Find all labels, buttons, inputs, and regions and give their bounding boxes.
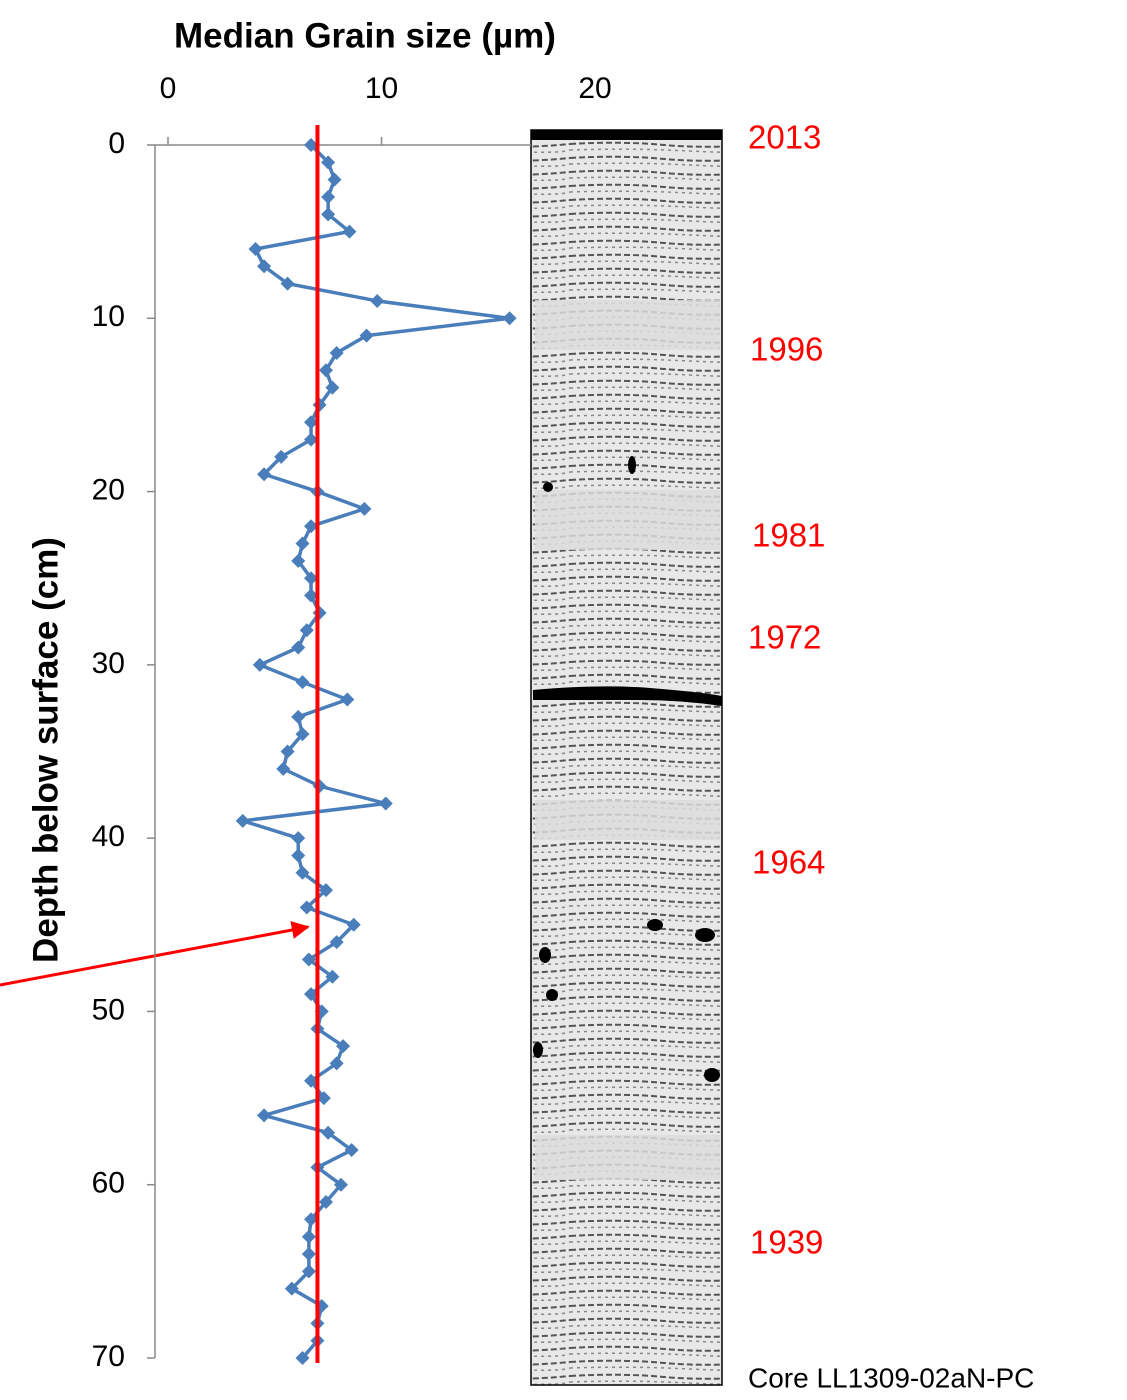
- data-point: [295, 727, 310, 742]
- data-point: [304, 432, 319, 447]
- data-point: [295, 865, 310, 880]
- data-point: [321, 155, 336, 170]
- data-point: [316, 1091, 331, 1106]
- year-annotation: 1981: [752, 517, 825, 554]
- data-point: [318, 883, 333, 898]
- data-point: [248, 241, 263, 256]
- pointer-arrow: [0, 921, 310, 987]
- data-point: [370, 293, 385, 308]
- data-point: [342, 224, 357, 239]
- data-point: [336, 1039, 351, 1054]
- data-point: [295, 536, 310, 551]
- data-point: [304, 415, 319, 430]
- y-tick-label: 40: [92, 820, 125, 853]
- data-point: [321, 1125, 336, 1140]
- y-tick-label: 20: [92, 473, 125, 506]
- data-point: [327, 172, 342, 187]
- data-point: [321, 207, 336, 222]
- data-point: [329, 345, 344, 360]
- data-point: [301, 1229, 316, 1244]
- data-point: [321, 189, 336, 204]
- data-point: [329, 1056, 344, 1071]
- data-point: [291, 709, 306, 724]
- data-point: [304, 1073, 319, 1088]
- data-point: [291, 848, 306, 863]
- data-point: [304, 987, 319, 1002]
- data-point: [299, 623, 314, 638]
- data-point: [291, 640, 306, 655]
- data-point: [304, 138, 319, 152]
- data-point: [344, 1143, 359, 1158]
- data-point: [295, 675, 310, 690]
- data-point: [257, 467, 272, 482]
- x-tick-label: 0: [160, 72, 177, 105]
- axis-title: Depth below surface (cm): [26, 537, 65, 963]
- core-image: [530, 129, 723, 1386]
- data-point: [312, 779, 327, 794]
- year-annotation: 2013: [748, 119, 821, 156]
- data-point: [291, 553, 306, 568]
- data-point: [295, 1351, 310, 1365]
- data-point: [235, 813, 250, 828]
- data-point: [284, 1281, 299, 1296]
- data-point: [257, 1108, 272, 1123]
- data-point: [346, 917, 361, 932]
- data-point: [333, 1177, 348, 1192]
- y-tick-label: 0: [108, 127, 125, 160]
- data-point: [301, 1264, 316, 1279]
- y-tick-label: 30: [92, 647, 125, 680]
- chart-title: Median Grain size (µm): [174, 16, 556, 55]
- x-tick-label: 10: [365, 72, 398, 105]
- data-point: [502, 311, 517, 326]
- data-point: [252, 657, 267, 672]
- data-point: [325, 969, 340, 984]
- data-point: [340, 692, 355, 707]
- y-tick-label: 50: [92, 993, 125, 1026]
- data-point: [329, 935, 344, 950]
- data-point: [291, 831, 306, 846]
- data-point: [299, 900, 314, 915]
- data-point: [280, 276, 295, 291]
- data-point: [257, 259, 272, 274]
- data-point: [359, 328, 374, 343]
- data-point: [318, 363, 333, 378]
- data-point: [276, 761, 291, 776]
- data-point: [304, 588, 319, 603]
- data-point: [325, 380, 340, 395]
- data-point: [301, 1247, 316, 1262]
- data-point: [357, 501, 372, 516]
- data-point: [304, 571, 319, 586]
- data-point: [378, 796, 393, 811]
- data-point: [304, 519, 319, 534]
- year-annotation: 1972: [748, 619, 821, 656]
- y-tick-label: 60: [92, 1167, 125, 1200]
- x-tick-label: 20: [578, 72, 611, 105]
- core-label: Core LL1309-02aN-PC: [748, 1362, 1034, 1393]
- data-point: [318, 1195, 333, 1210]
- year-annotation: 1939: [750, 1224, 823, 1261]
- year-annotation: 1964: [752, 844, 825, 881]
- data-point: [304, 1212, 319, 1227]
- y-tick-label: 70: [92, 1340, 125, 1373]
- year-annotation: 1996: [750, 331, 823, 368]
- data-point: [301, 952, 316, 967]
- data-point: [274, 449, 289, 464]
- data-point: [280, 744, 295, 759]
- y-tick-label: 10: [92, 300, 125, 333]
